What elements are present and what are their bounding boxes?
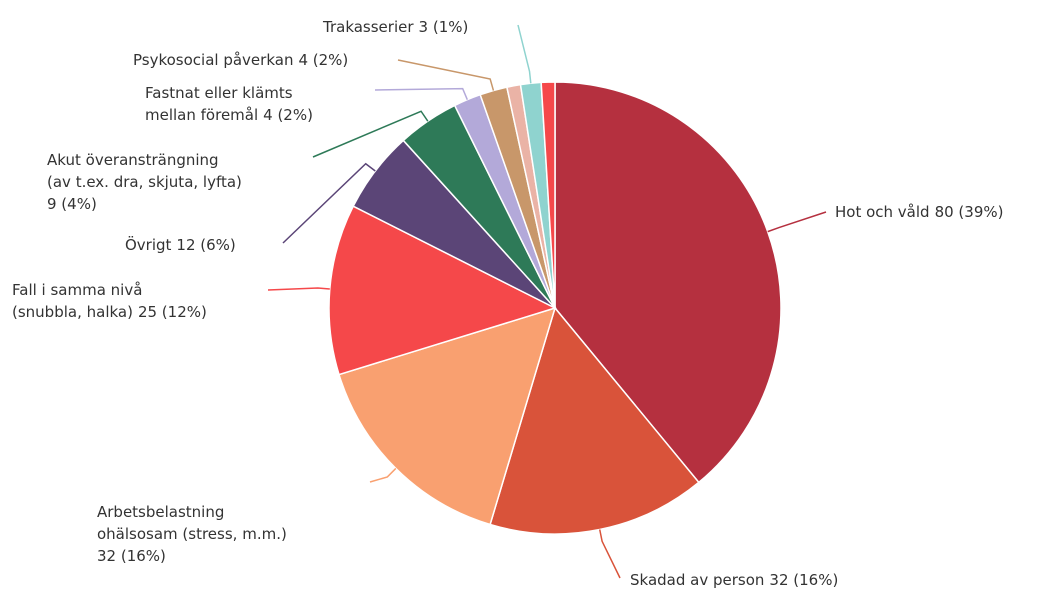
label-line: Arbetsbelastning: [97, 503, 224, 521]
slice-label: Övrigt 12 (6%): [125, 235, 236, 254]
value-label: 4 (2%): [263, 106, 313, 124]
slice-label: Fastnat eller klämts mellan föremål 4 (2%): [145, 84, 313, 124]
label-line: Psykosocial påverkan: [133, 51, 293, 69]
label-line: Fastnat eller klämts: [145, 84, 293, 102]
value-label: 3 (1%): [419, 18, 469, 36]
value-label: 12 (6%): [176, 236, 235, 254]
slice-label: Hot och våld 80 (39%): [835, 203, 1003, 221]
label-line: Skadad av person: [630, 571, 764, 589]
connector: [267, 287, 330, 291]
label-line: mellan föremål: [145, 106, 258, 124]
slice-label: Fall i samma nivå (snubbla, halka) 25 (12%…: [12, 281, 207, 321]
slice-label: Psykosocial påverkan 4 (2%): [133, 51, 348, 69]
value-label: 25 (12%): [138, 303, 207, 321]
slice-label: Trakasserier 3 (1%): [322, 18, 468, 36]
slice-label: Skadad av person 32 (16%): [630, 571, 838, 589]
label-line: Akut överansträngning: [47, 151, 219, 169]
label-line: Fall i samma nivå: [12, 281, 142, 299]
value-label: 32 (16%): [97, 547, 166, 565]
connector: [374, 87, 469, 100]
slice-label: Akut överansträngning (av t.ex. dra, skju…: [47, 151, 242, 213]
connector: [312, 110, 429, 158]
connector: [517, 24, 532, 84]
connector: [397, 59, 495, 91]
connector: [282, 162, 376, 244]
pie-slice: [540, 81, 556, 309]
value-label: 9 (4%): [47, 195, 97, 213]
label-line: Trakasserier: [322, 18, 414, 36]
connector: [598, 529, 621, 579]
value-label: 32 (16%): [769, 571, 838, 589]
label-line: (snubbla, halka): [12, 303, 133, 321]
value-label: 4 (2%): [298, 51, 348, 69]
label-line: (av t.ex. dra, skjuta, lyfta): [47, 173, 242, 191]
value-label: 80 (39%): [935, 203, 1004, 221]
label-line: Övrigt: [125, 235, 172, 254]
label-line: ohälsosam (stress, m.m.): [97, 525, 287, 543]
connector: [369, 467, 397, 483]
label-line: Hot och våld: [835, 203, 930, 221]
pie-slice: [554, 81, 782, 484]
slice-label: Arbetsbelastning ohälsosam (stress, m.m.)…: [97, 503, 287, 565]
connector: [767, 211, 827, 233]
